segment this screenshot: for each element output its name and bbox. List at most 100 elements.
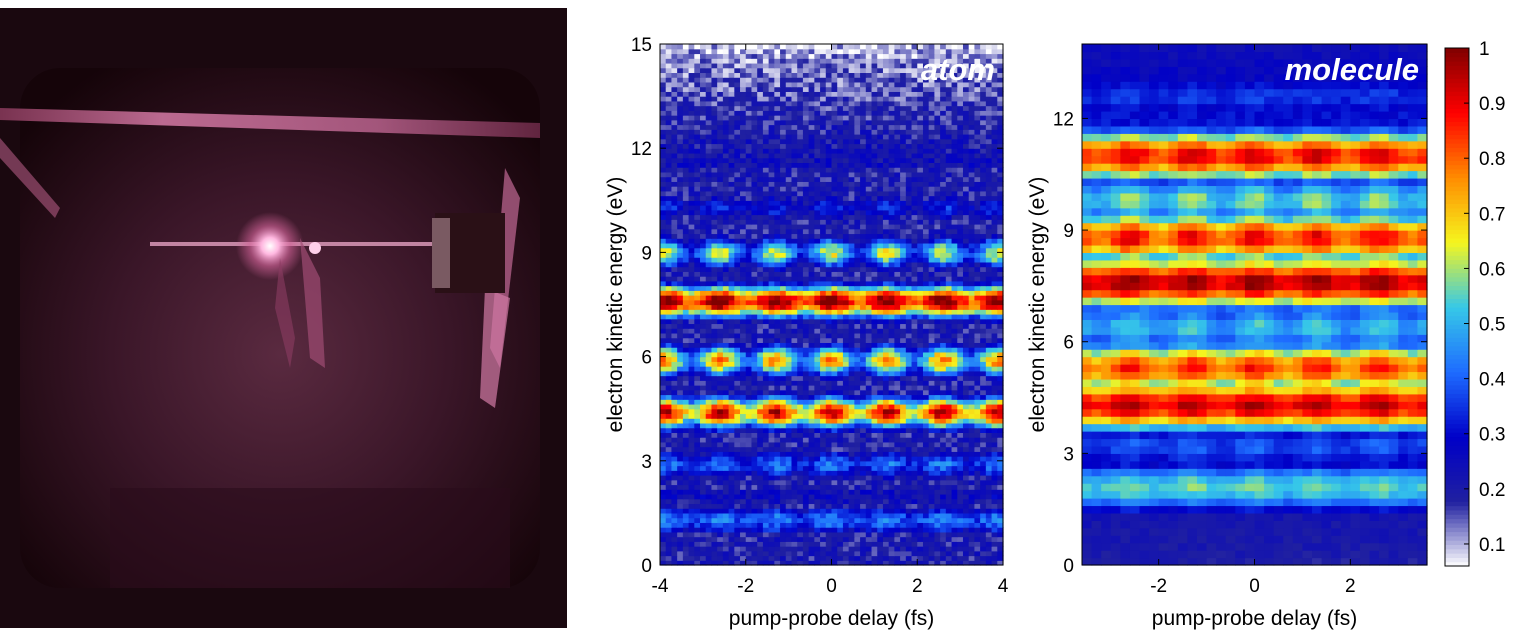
colorbar-segment	[1445, 289, 1469, 295]
colorbar-segment	[1445, 548, 1469, 554]
colorbar-segment	[1445, 462, 1469, 468]
colorbar-segment	[1445, 186, 1469, 192]
colorbar-tick-label: 0.8	[1479, 149, 1505, 170]
colorbar-segment	[1445, 177, 1469, 183]
colorbar-segment	[1445, 207, 1469, 213]
colorbar-tick-label: 0.1	[1479, 535, 1505, 556]
colorbar-segment	[1445, 389, 1469, 394]
colorbar-segment	[1445, 307, 1469, 312]
colorbar-segment	[1445, 376, 1469, 381]
colorbar-segment	[1445, 268, 1469, 274]
colorbar-segment	[1445, 466, 1469, 472]
colorbar-frame	[1444, 47, 1470, 567]
colorbar-segment	[1445, 535, 1469, 541]
colorbar-segment	[1445, 488, 1469, 494]
colorbar-segment	[1445, 345, 1469, 351]
colorbar-segment	[1445, 367, 1469, 373]
colorbar-segment	[1445, 142, 1469, 148]
colorbar-segment	[1445, 363, 1469, 369]
colorbar-segment	[1445, 125, 1469, 131]
colorbar-segment	[1445, 48, 1469, 53]
colorbar-segment	[1445, 220, 1469, 226]
colorbar: 0.1 0.2 0.3 0.4 0.5 0.6 0.7 0.8 0.9 1	[1444, 39, 1506, 567]
y-tick-label: 12	[1053, 109, 1074, 130]
colorbar-segment	[1445, 95, 1469, 101]
colorbar-segment	[1445, 427, 1469, 433]
colorbar-segment	[1445, 298, 1469, 304]
colorbar-segment	[1445, 276, 1469, 282]
colorbar-segment	[1445, 410, 1469, 416]
colorbar-segment	[1445, 242, 1469, 248]
heatmap-panel-molecule: -2 0 2 0 3 6 9 12 pump-probe delay (fs) electron …	[1026, 43, 1428, 630]
panel-label: atom	[921, 52, 995, 87]
colorbar-segment	[1445, 168, 1469, 174]
colorbar-segment	[1445, 86, 1469, 92]
colorbar-tick-label: 0.6	[1479, 259, 1505, 280]
colorbar-segment	[1445, 561, 1469, 567]
heatmap-cells	[660, 44, 1004, 566]
vacuum-chamber-photo	[0, 8, 567, 628]
colorbar-segment	[1445, 203, 1469, 209]
colorbar-segment	[1445, 272, 1469, 278]
x-tick-label: -2	[1150, 576, 1167, 597]
panel-label: molecule	[1285, 52, 1419, 87]
colorbar-segment	[1445, 155, 1469, 161]
x-tick-label: -4	[652, 576, 669, 597]
y-tick-label: 3	[1063, 444, 1074, 465]
colorbar-segment	[1445, 134, 1469, 140]
colorbar-segment	[1445, 527, 1469, 533]
y-tick-label: 0	[1063, 556, 1074, 577]
colorbar-segment	[1445, 557, 1469, 563]
x-axis-label: pump-probe delay (fs)	[1152, 607, 1357, 630]
colorbar-segment	[1445, 216, 1469, 222]
colorbar-segment	[1445, 501, 1469, 507]
colorbar-segment	[1445, 250, 1469, 256]
x-tick-label: 4	[998, 576, 1009, 597]
colorbar-tick-label: 0.4	[1479, 370, 1506, 391]
colorbar-segment	[1445, 514, 1469, 520]
colorbar-segment	[1445, 121, 1469, 127]
colorbar-segment	[1445, 99, 1469, 105]
colorbar-segment	[1445, 112, 1469, 118]
colorbar-segment	[1445, 263, 1469, 269]
colorbar-segment	[1445, 449, 1469, 455]
colorbar-segment	[1445, 540, 1469, 546]
colorbar-segment	[1445, 544, 1469, 550]
colorbar-segment	[1445, 319, 1469, 325]
colorbar-segment	[1445, 255, 1469, 261]
colorbar-segment	[1445, 522, 1469, 528]
colorbar-segment	[1445, 104, 1469, 110]
y-axis-label: electron kinetic energy (eV)	[1026, 177, 1049, 433]
colorbar-segment	[1445, 108, 1469, 114]
colorbar-segment	[1445, 190, 1469, 196]
colorbar-segment	[1445, 224, 1469, 230]
colorbar-segment	[1445, 341, 1469, 347]
colorbar-segment	[1445, 337, 1469, 343]
colorbar-segment	[1445, 479, 1469, 485]
y-tick-label: 9	[1063, 221, 1074, 242]
colorbar-segment	[1445, 483, 1469, 489]
colorbar-segment	[1445, 518, 1469, 524]
colorbar-segment	[1445, 117, 1469, 122]
colorbar-segment	[1445, 73, 1469, 79]
colorbar-segment	[1445, 311, 1469, 317]
colorbar-segment	[1445, 475, 1469, 481]
colorbar-segment	[1445, 138, 1469, 144]
colorbar-segment	[1445, 164, 1469, 170]
y-tick-label: 12	[631, 139, 652, 160]
colorbar-segment	[1445, 194, 1469, 200]
colorbar-segment	[1445, 130, 1469, 135]
y-tick-label: 6	[1063, 333, 1074, 354]
colorbar-segment	[1445, 328, 1469, 334]
x-tick-label: -2	[737, 576, 754, 597]
colorbar-segment	[1445, 181, 1469, 187]
colorbar-segment	[1445, 285, 1469, 291]
colorbar-segment	[1445, 294, 1469, 299]
colorbar-segment	[1445, 384, 1469, 390]
colorbar-segment	[1445, 358, 1469, 364]
colorbar-segment	[1445, 69, 1469, 75]
colorbar-segment	[1445, 509, 1469, 515]
y-tick-label: 15	[631, 35, 652, 56]
colorbar-tick-label: 0.9	[1479, 94, 1505, 115]
colorbar-segment	[1445, 350, 1469, 356]
